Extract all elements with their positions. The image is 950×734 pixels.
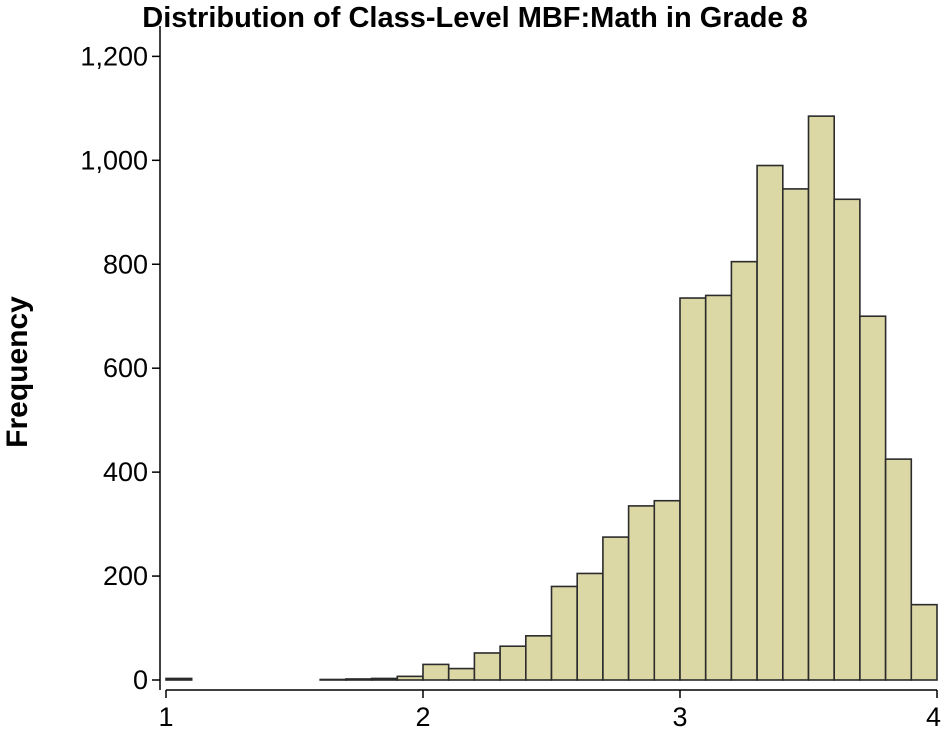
- histogram-bar-15: [550, 585, 579, 681]
- histogram-bar-16: [576, 572, 604, 681]
- histogram-bar-7: [345, 678, 373, 681]
- bars-group: [165, 115, 938, 681]
- histogram-bar-9: [396, 675, 424, 681]
- histogram-bar-6: [319, 678, 347, 681]
- y-tick-label-4: 800: [103, 249, 148, 279]
- y-tick-label-1: 200: [103, 561, 148, 591]
- histogram-bar-23: [756, 164, 784, 681]
- histogram-bar-11: [447, 667, 476, 681]
- histogram-bar-22: [730, 260, 758, 681]
- histogram-bar-27: [859, 315, 887, 681]
- histogram-bar-18: [627, 505, 656, 681]
- histogram-bar-28: [884, 458, 913, 681]
- x-tick-label-0: 1: [158, 702, 173, 732]
- x-tick-label-1: 2: [415, 702, 430, 732]
- histogram-bar-21: [704, 294, 733, 681]
- x-tick-label-3: 4: [926, 702, 941, 732]
- y-tick-label-3: 600: [103, 353, 148, 383]
- histogram-bar-0: [165, 677, 193, 681]
- y-tick-label-5: 1,000: [80, 145, 148, 175]
- histogram-bar-8: [370, 677, 399, 681]
- histogram-bar-17: [602, 536, 630, 681]
- histogram-bar-12: [473, 652, 501, 681]
- histogram-bar-13: [499, 645, 527, 681]
- x-tick-label-2: 3: [672, 702, 687, 732]
- histogram-bar-20: [679, 297, 707, 681]
- histogram-bar-10: [422, 663, 450, 681]
- chart-title: Distribution of Class-Level MBF:Math in …: [142, 2, 808, 34]
- histogram-bar-14: [524, 635, 553, 681]
- axes-group: 0 200 400 600 800 1,000 1,200 1 2 3 4: [80, 26, 941, 732]
- histogram-bar-24: [781, 188, 810, 681]
- histogram-bar-29: [910, 603, 938, 681]
- y-tick-label-6: 1,200: [80, 41, 148, 71]
- y-axis-label: Frequency: [1, 296, 34, 448]
- histogram-bar-26: [833, 198, 861, 681]
- y-tick-label-0: 0: [133, 665, 148, 695]
- histogram-bar-19: [653, 499, 681, 681]
- y-tick-label-2: 400: [103, 457, 148, 487]
- histogram-bar-25: [807, 115, 836, 681]
